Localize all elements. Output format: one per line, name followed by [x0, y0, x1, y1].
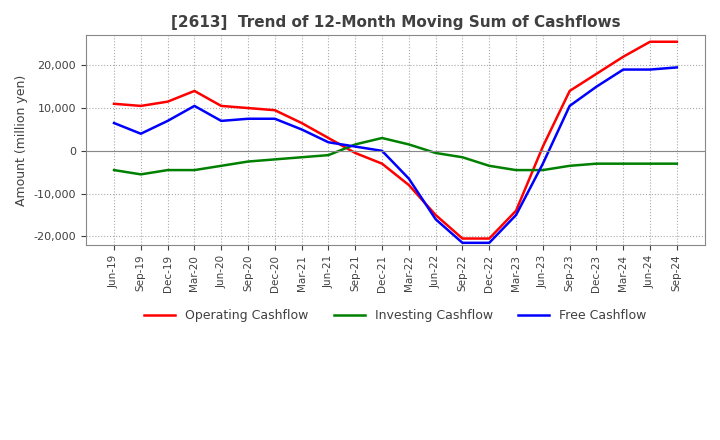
- Free Cashflow: [378, 148, 387, 154]
- Operating Cashflow: [619, 54, 628, 59]
- Investing Cashflow: [244, 159, 253, 164]
- Line: Free Cashflow: Free Cashflow: [114, 67, 677, 243]
- Y-axis label: Amount (million yen): Amount (million yen): [15, 74, 28, 206]
- Operating Cashflow: [378, 161, 387, 166]
- Operating Cashflow: [217, 103, 225, 109]
- Free Cashflow: [485, 240, 494, 246]
- Free Cashflow: [672, 65, 681, 70]
- Investing Cashflow: [431, 150, 440, 156]
- Operating Cashflow: [458, 236, 467, 241]
- Investing Cashflow: [646, 161, 654, 166]
- Free Cashflow: [244, 116, 253, 121]
- Operating Cashflow: [512, 208, 521, 213]
- Operating Cashflow: [109, 101, 118, 106]
- Operating Cashflow: [271, 107, 279, 113]
- Free Cashflow: [565, 103, 574, 109]
- Investing Cashflow: [163, 168, 172, 173]
- Operating Cashflow: [163, 99, 172, 104]
- Operating Cashflow: [485, 236, 494, 241]
- Free Cashflow: [512, 213, 521, 218]
- Operating Cashflow: [297, 121, 306, 126]
- Investing Cashflow: [297, 154, 306, 160]
- Operating Cashflow: [405, 183, 413, 188]
- Free Cashflow: [217, 118, 225, 124]
- Operating Cashflow: [539, 144, 547, 149]
- Free Cashflow: [109, 121, 118, 126]
- Free Cashflow: [324, 139, 333, 145]
- Free Cashflow: [271, 116, 279, 121]
- Investing Cashflow: [592, 161, 600, 166]
- Free Cashflow: [190, 103, 199, 109]
- Investing Cashflow: [271, 157, 279, 162]
- Operating Cashflow: [646, 39, 654, 44]
- Operating Cashflow: [431, 213, 440, 218]
- Investing Cashflow: [378, 136, 387, 141]
- Investing Cashflow: [539, 168, 547, 173]
- Investing Cashflow: [512, 168, 521, 173]
- Investing Cashflow: [672, 161, 681, 166]
- Operating Cashflow: [672, 39, 681, 44]
- Title: [2613]  Trend of 12-Month Moving Sum of Cashflows: [2613] Trend of 12-Month Moving Sum of C…: [171, 15, 620, 30]
- Operating Cashflow: [190, 88, 199, 94]
- Investing Cashflow: [405, 142, 413, 147]
- Free Cashflow: [351, 144, 359, 149]
- Line: Operating Cashflow: Operating Cashflow: [114, 42, 677, 238]
- Investing Cashflow: [324, 153, 333, 158]
- Investing Cashflow: [565, 163, 574, 169]
- Free Cashflow: [619, 67, 628, 72]
- Free Cashflow: [405, 176, 413, 181]
- Investing Cashflow: [109, 168, 118, 173]
- Investing Cashflow: [137, 172, 145, 177]
- Operating Cashflow: [244, 106, 253, 111]
- Free Cashflow: [646, 67, 654, 72]
- Free Cashflow: [592, 84, 600, 89]
- Operating Cashflow: [592, 71, 600, 77]
- Free Cashflow: [137, 131, 145, 136]
- Line: Investing Cashflow: Investing Cashflow: [114, 138, 677, 174]
- Free Cashflow: [431, 216, 440, 222]
- Free Cashflow: [297, 127, 306, 132]
- Investing Cashflow: [217, 163, 225, 169]
- Free Cashflow: [163, 118, 172, 124]
- Investing Cashflow: [619, 161, 628, 166]
- Operating Cashflow: [351, 150, 359, 156]
- Investing Cashflow: [458, 154, 467, 160]
- Free Cashflow: [539, 161, 547, 166]
- Operating Cashflow: [324, 136, 333, 141]
- Operating Cashflow: [137, 103, 145, 109]
- Operating Cashflow: [565, 88, 574, 94]
- Investing Cashflow: [485, 163, 494, 169]
- Legend: Operating Cashflow, Investing Cashflow, Free Cashflow: Operating Cashflow, Investing Cashflow, …: [139, 304, 652, 327]
- Free Cashflow: [458, 240, 467, 246]
- Investing Cashflow: [351, 142, 359, 147]
- Investing Cashflow: [190, 168, 199, 173]
